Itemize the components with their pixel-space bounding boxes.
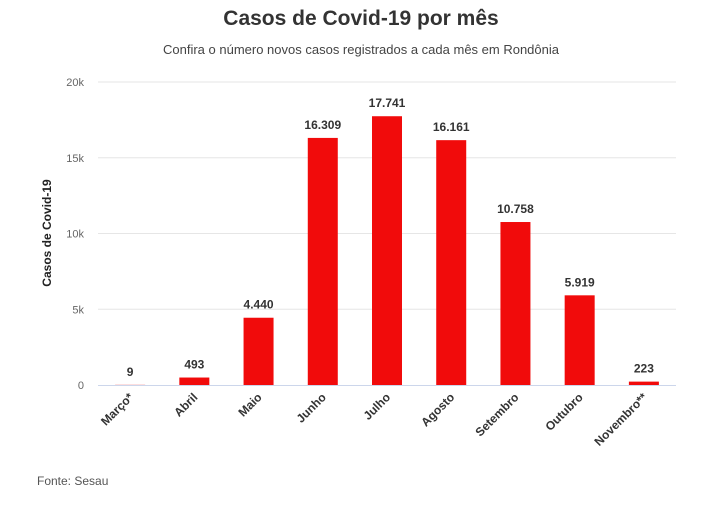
y-tick-label: 10k bbox=[66, 229, 84, 241]
data-label: 16.309 bbox=[304, 118, 341, 132]
x-tick-label: Junho bbox=[294, 390, 329, 425]
data-label: 223 bbox=[634, 362, 654, 376]
bars bbox=[115, 116, 659, 385]
y-tick-label: 0 bbox=[78, 380, 84, 392]
y-tick-label: 5k bbox=[72, 304, 84, 316]
data-label: 5.919 bbox=[565, 275, 595, 289]
x-tick-label: Maio bbox=[235, 390, 264, 419]
bar-7 bbox=[564, 295, 595, 385]
y-tick-label: 15k bbox=[66, 153, 84, 165]
data-label: 9 bbox=[127, 365, 134, 379]
x-tick-label: Julho bbox=[361, 390, 394, 423]
y-tick-label: 20k bbox=[66, 77, 84, 89]
y-axis-ticks: 0 5k 10k 15k 20k bbox=[66, 77, 84, 392]
data-label: 17.741 bbox=[369, 96, 406, 110]
bar-4 bbox=[372, 116, 402, 385]
x-tick-label: Abril bbox=[171, 390, 200, 419]
x-tick-label: Agosto bbox=[418, 390, 457, 429]
x-tick-label: Novembro** bbox=[592, 390, 651, 449]
x-axis-ticks: Março* Abril Maio Junho Julho Agosto Setembro O… bbox=[98, 390, 650, 449]
bar-1 bbox=[179, 377, 210, 385]
data-label: 493 bbox=[184, 358, 204, 372]
data-label: 4.440 bbox=[244, 298, 274, 312]
bar-8 bbox=[628, 381, 659, 385]
data-label: 16.161 bbox=[433, 120, 470, 134]
x-tick-label: Março* bbox=[98, 390, 136, 428]
x-tick-label: Outubro bbox=[542, 390, 585, 433]
chart-title: Casos de Covid-19 por mês bbox=[223, 7, 499, 30]
bar-3 bbox=[307, 137, 338, 385]
data-label: 10.758 bbox=[497, 202, 534, 216]
bar-5 bbox=[436, 140, 467, 385]
y-axis-label: Casos de Covid-19 bbox=[40, 179, 54, 287]
bar-2 bbox=[243, 317, 274, 385]
source-note: Fonte: Sesau bbox=[37, 474, 109, 488]
chart-subtitle: Confira o número novos casos registrados… bbox=[163, 42, 559, 57]
data-labels: 9 493 4.440 16.309 17.741 16.161 10.758 5.919 22… bbox=[127, 96, 654, 379]
bar-6 bbox=[500, 222, 531, 385]
x-tick-label: Setembro bbox=[473, 390, 522, 439]
